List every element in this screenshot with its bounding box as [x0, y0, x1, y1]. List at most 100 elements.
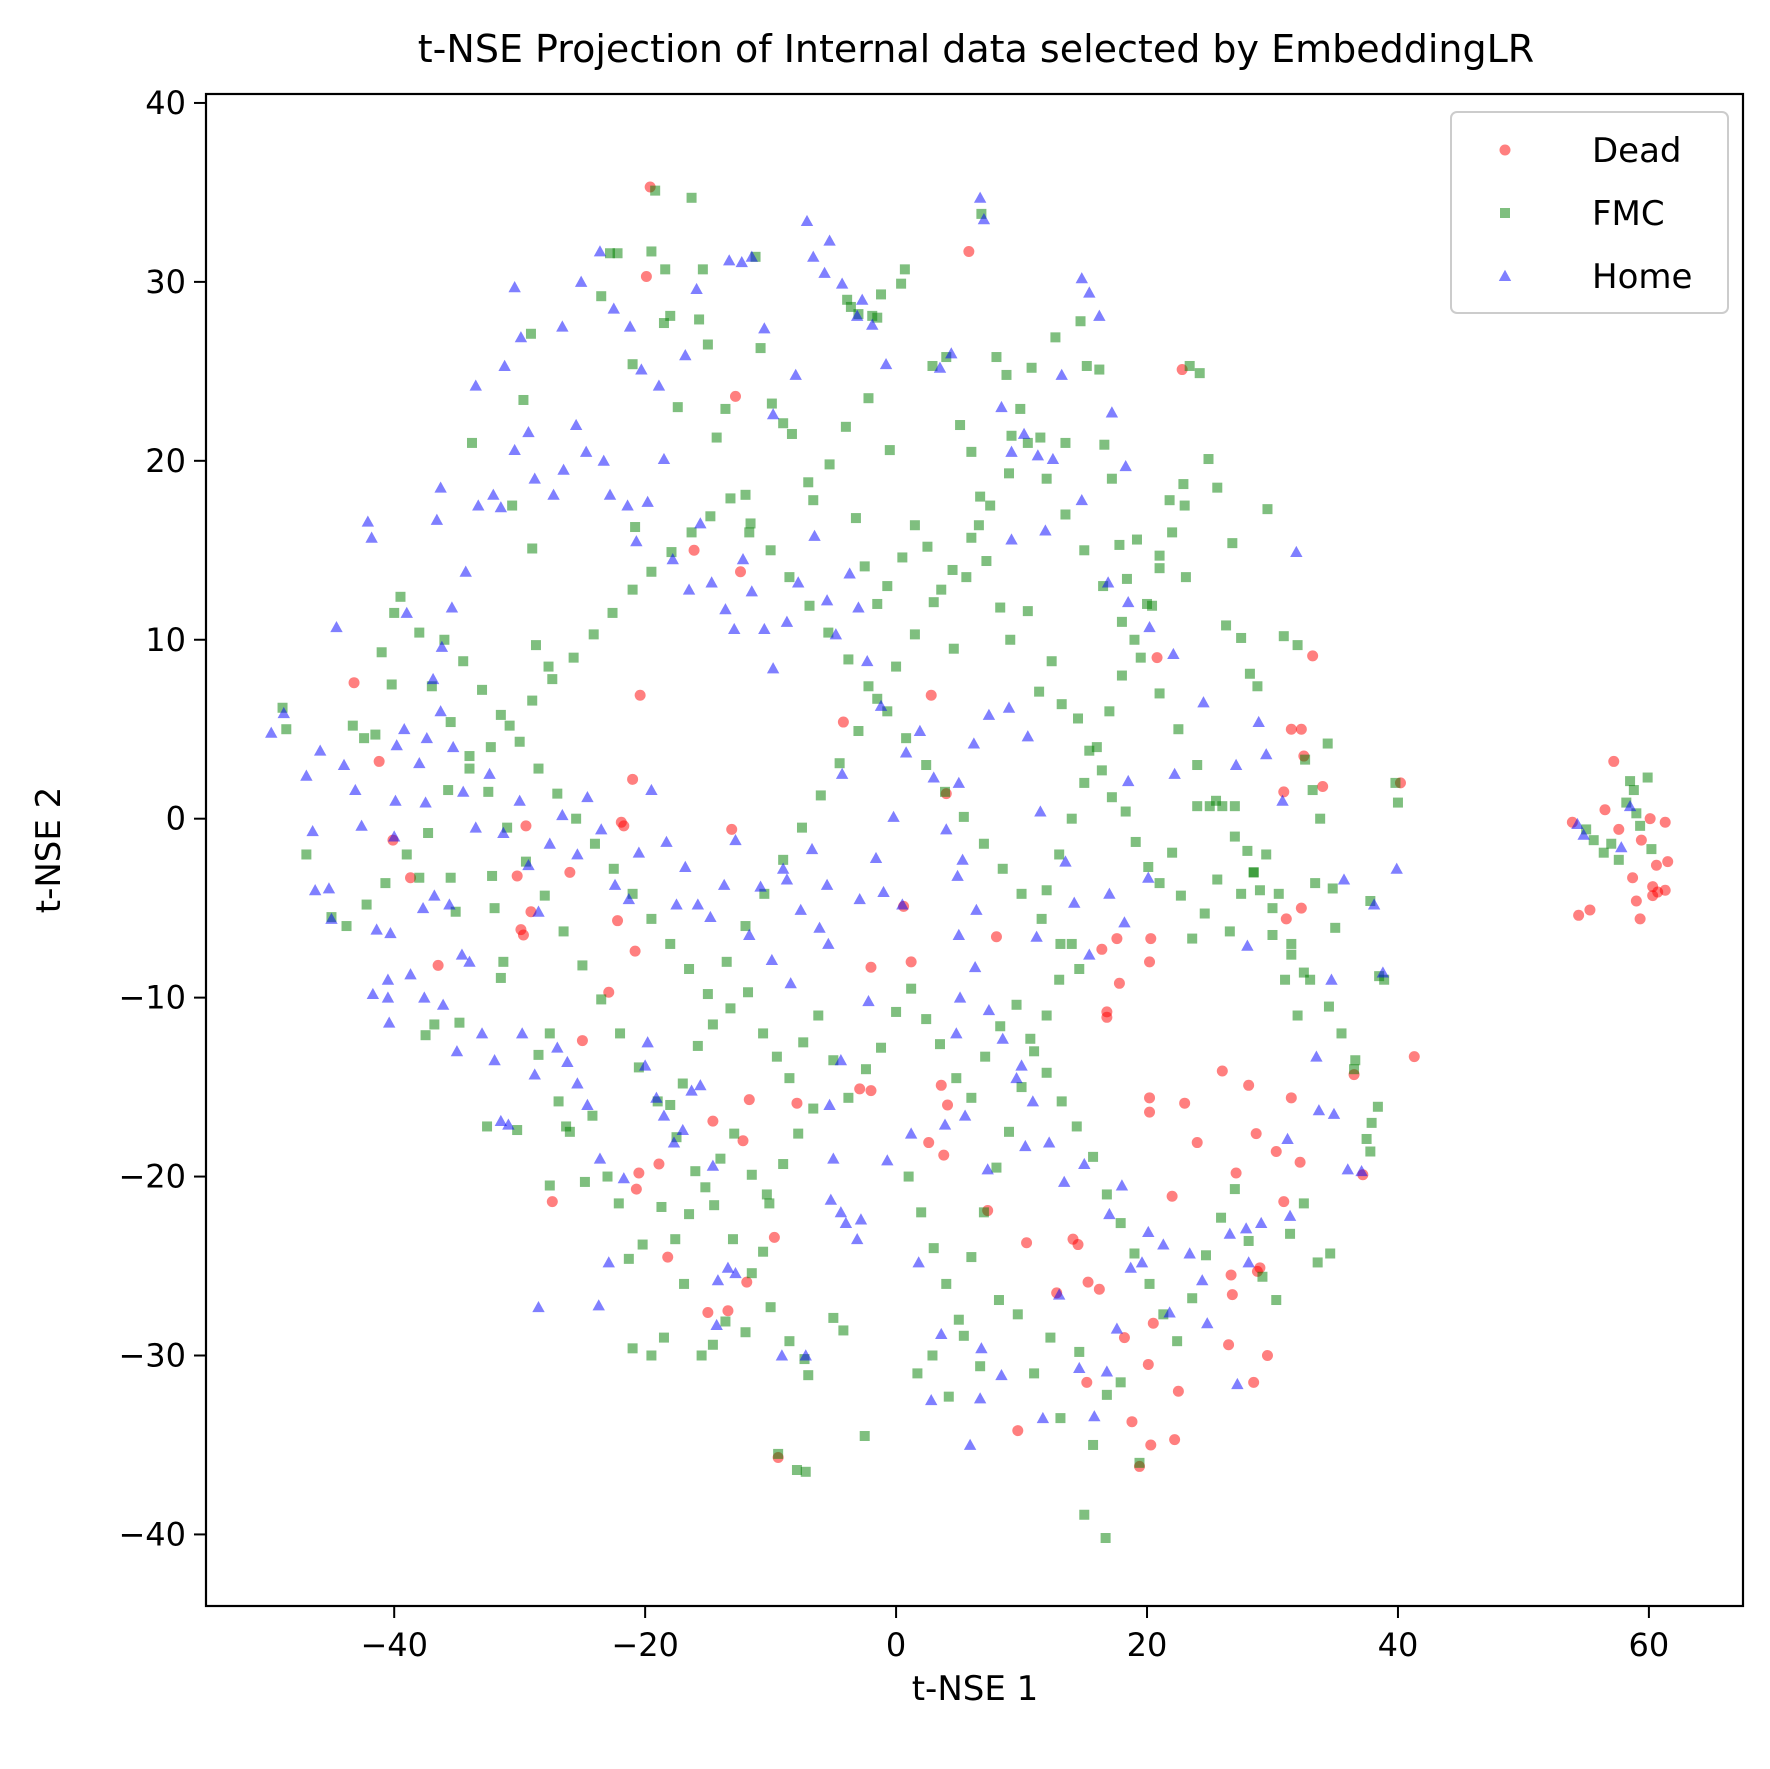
- point-home: [723, 254, 736, 266]
- point-fmc: [859, 1431, 870, 1442]
- chart-title: t-NSE Projection of Internal data select…: [418, 27, 1534, 71]
- point-dead: [1118, 1332, 1130, 1344]
- point-dead: [1295, 723, 1307, 735]
- point-fmc: [1016, 1082, 1027, 1093]
- point-fmc: [838, 1325, 849, 1336]
- point-fmc: [755, 343, 766, 354]
- point-home: [398, 723, 411, 735]
- point-fmc: [553, 1096, 564, 1107]
- point-fmc: [1006, 430, 1017, 441]
- point-fmc: [571, 813, 582, 824]
- legend-marker-dead: [1499, 144, 1511, 156]
- point-home: [1157, 1238, 1170, 1250]
- point-home: [758, 322, 771, 334]
- point-home: [532, 905, 545, 917]
- point-fmc: [1129, 1248, 1140, 1259]
- point-fmc: [1192, 760, 1203, 771]
- point-home: [384, 927, 397, 939]
- point-home: [904, 1127, 918, 1139]
- point-home: [1039, 524, 1052, 536]
- point-home: [736, 553, 750, 565]
- point-fmc: [1305, 974, 1316, 985]
- point-fmc: [589, 838, 600, 849]
- legend-label: Dead: [1592, 131, 1682, 171]
- point-fmc: [1179, 500, 1190, 511]
- point-fmc: [1115, 1218, 1126, 1229]
- point-home: [775, 1349, 789, 1361]
- point-fmc: [558, 926, 569, 937]
- point-home: [494, 1114, 508, 1127]
- point-dead: [1113, 977, 1125, 989]
- point-home: [807, 250, 820, 262]
- point-fmc: [784, 1073, 795, 1084]
- point-home: [413, 757, 426, 769]
- point-fmc: [1242, 845, 1253, 856]
- point-dead: [1226, 1289, 1238, 1301]
- point-fmc: [750, 251, 761, 262]
- point-fmc: [948, 643, 959, 654]
- x-axis: −40 −20 0 20 40 60: [360, 1606, 1669, 1664]
- point-dead: [702, 1307, 714, 1319]
- point-dead: [1096, 943, 1108, 955]
- point-fmc: [876, 289, 887, 300]
- point-home: [571, 848, 584, 860]
- point-home: [645, 783, 658, 796]
- point-home: [1201, 1317, 1214, 1329]
- point-fmc: [1079, 545, 1090, 556]
- point-home: [1312, 1104, 1326, 1116]
- point-home: [912, 1256, 925, 1268]
- point-home: [513, 794, 526, 806]
- point-home: [1239, 1222, 1253, 1234]
- point-dead: [1644, 813, 1656, 825]
- point-home: [982, 708, 996, 720]
- point-dead: [662, 1251, 674, 1263]
- point-dead: [1634, 913, 1646, 925]
- point-home: [325, 912, 338, 924]
- point-dead: [1169, 1434, 1181, 1446]
- point-home: [498, 359, 511, 371]
- point-fmc: [495, 709, 506, 720]
- point-home: [818, 266, 831, 278]
- point-dead: [1225, 1269, 1237, 1281]
- point-home: [728, 622, 741, 634]
- point-fmc: [1154, 878, 1165, 889]
- point-home: [306, 825, 319, 837]
- point-fmc: [940, 786, 951, 797]
- point-home: [418, 991, 431, 1003]
- point-fmc: [1310, 878, 1321, 889]
- point-home: [799, 1349, 812, 1361]
- y-tick-label: 10: [145, 621, 186, 659]
- point-fmc: [1635, 820, 1646, 831]
- point-fmc: [658, 1332, 669, 1343]
- point-fmc: [386, 679, 397, 690]
- point-home: [1242, 1256, 1255, 1268]
- point-fmc: [1025, 1033, 1036, 1044]
- point-fmc: [746, 1169, 757, 1180]
- point-home: [1196, 1274, 1209, 1286]
- point-fmc: [860, 1064, 871, 1075]
- point-dead: [1101, 1011, 1113, 1023]
- point-fmc: [525, 328, 536, 339]
- point-fmc: [568, 652, 579, 663]
- point-dead: [837, 716, 849, 728]
- point-dead: [1144, 1106, 1156, 1118]
- legend-label: FMC: [1592, 194, 1665, 234]
- point-fmc: [1079, 1509, 1090, 1520]
- point-home: [557, 463, 570, 475]
- point-home: [445, 601, 459, 613]
- point-fmc: [361, 899, 372, 910]
- point-fmc: [778, 1159, 789, 1170]
- point-home: [690, 282, 703, 294]
- point-fmc: [1229, 1184, 1240, 1195]
- point-home: [1046, 452, 1060, 464]
- point-dead: [633, 1167, 645, 1179]
- point-fmc: [1187, 1293, 1198, 1304]
- point-home: [434, 481, 447, 493]
- point-dead: [1144, 1092, 1156, 1104]
- point-fmc: [815, 790, 826, 801]
- point-fmc: [1142, 598, 1153, 609]
- point-home: [679, 860, 692, 872]
- point-home: [953, 991, 967, 1003]
- point-fmc: [953, 1314, 964, 1325]
- point-home: [1075, 493, 1088, 506]
